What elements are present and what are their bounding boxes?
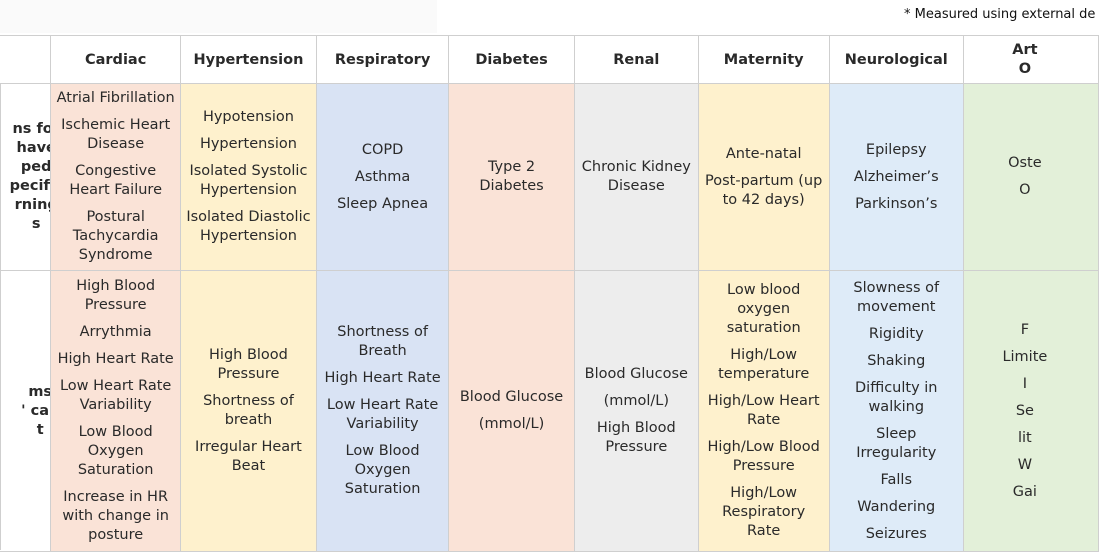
list-item: Epilepsy (865, 141, 927, 158)
list-item: Oste (1008, 155, 1042, 171)
list-item: High Heart Rate (57, 351, 174, 367)
list-item: Falls (880, 471, 913, 488)
header-arthritis-text: Art O (1012, 41, 1038, 77)
list-item: High/Low Respiratory Rate (722, 485, 806, 539)
list-item: Irregular Heart Beat (195, 439, 302, 474)
header-neurological: Neurological (828, 35, 964, 84)
list-item: High Blood Pressure (209, 347, 288, 382)
list-item: High/Low Heart Rate (707, 393, 820, 428)
list-item: Parkinson’s (855, 195, 938, 212)
list-item: Low blood oxygen saturation (726, 282, 801, 336)
list-item: Limite (1002, 348, 1048, 365)
header-renal: Renal (573, 35, 699, 84)
list-item: I (1022, 375, 1028, 392)
list-item: Arrythmia (79, 324, 152, 340)
conditions-row: ns for have ped pecific rning s Atrial F… (0, 83, 1100, 271)
row-label-metrics: ms ' can t (0, 270, 52, 552)
list-item: Type 2 Diabetes (479, 159, 544, 194)
list-item: High/Low Blood Pressure (707, 439, 820, 474)
list-item: Wandering (857, 498, 936, 515)
header-maternity: Maternity (697, 35, 830, 84)
cell-conditions-maternity: Ante-natal Post-partum (up to 42 days) (697, 83, 830, 271)
list-item: Blood Glucose (459, 389, 564, 405)
cell-conditions-diabetes: Type 2 Diabetes (448, 83, 575, 271)
cell-conditions-arthritis-list: Oste O (975, 154, 1075, 200)
list-item: Rigidity (868, 325, 924, 342)
list-item: Post-partum (up to 42 days) (705, 172, 823, 208)
cell-metrics-respiratory: Shortness of Breath High Heart Rate Low He… (316, 270, 450, 552)
list-item: Seizures (865, 525, 927, 542)
header-hypertension: Hypertension (179, 35, 318, 84)
cell-metrics-diabetes: Blood Glucose (mmol/L) (448, 270, 575, 552)
cell-conditions-hypertension: Hypotension Hypertension Isolated Systolic… (179, 83, 318, 271)
list-item: Atrial Fibrillation (56, 90, 175, 106)
cell-metrics-arthritis-list: F Limite I Se lit W Gai (975, 321, 1075, 502)
list-item: Low Heart Rate Variability (59, 378, 172, 413)
list-item: (mmol/L) (478, 416, 545, 432)
list-item: Low Blood Oxygen Saturation (344, 443, 421, 497)
list-item: Difficulty in walking (855, 379, 938, 415)
cell-conditions-renal: Chronic Kidney Disease (573, 83, 699, 271)
header-diabetes: Diabetes (448, 35, 575, 84)
header-row: Cardiac Hypertension Respiratory Diabete… (0, 35, 1100, 84)
list-item: Low Blood Oxygen Saturation (77, 424, 154, 478)
list-item: High Heart Rate (324, 370, 441, 386)
list-item: Hypotension (202, 109, 294, 125)
cell-metrics-arthritis: F Limite I Se lit W Gai (962, 270, 1100, 552)
list-item: Shortness of Breath (337, 324, 428, 359)
list-item: Shortness of breath (203, 393, 294, 428)
list-item: W (1017, 456, 1033, 473)
list-item: F (1020, 321, 1030, 338)
list-item: Alzheimer’s (853, 168, 939, 185)
list-item: Increase in HR with change in posture (62, 489, 169, 543)
list-item: Congestive Heart Failure (69, 163, 162, 198)
conditions-table: Cardiac Hypertension Respiratory Diabete… (0, 35, 1100, 552)
header-respiratory: Respiratory (316, 35, 450, 84)
header-row-label (0, 35, 52, 84)
list-item: Se (1015, 402, 1034, 419)
list-item: Shaking (867, 352, 926, 369)
list-item: Asthma (354, 168, 411, 185)
list-item: High Blood Pressure (76, 278, 156, 313)
metrics-row: ms ' can t High Blood PressureArrythmiaH… (0, 270, 1100, 552)
row-label-conditions: ns for have ped pecific rning s (0, 83, 52, 271)
cell-conditions-cardiac: Atrial Fibrillation Ischemic Heart Diseas… (50, 83, 181, 271)
list-item: Ischemic Heart Disease (61, 117, 171, 152)
list-item: Sleep Apnea (337, 195, 429, 212)
list-item: High Blood Pressure (596, 420, 676, 455)
list-item: O (1019, 182, 1031, 198)
cell-conditions-respiratory: COPD Asthma Sleep Apnea (316, 83, 450, 271)
header-arthritis: Art O (962, 35, 1100, 84)
row-label-conditions-text: ns for have ped pecific rning s (9, 121, 51, 232)
list-item: Low Heart Rate Variability (326, 397, 439, 432)
header-cardiac: Cardiac (50, 35, 181, 84)
cell-conditions-arthritis: Oste O (962, 83, 1100, 271)
header-gray-block (0, 0, 437, 33)
list-item: Ante-natal (725, 145, 802, 162)
footnote: * Measured using external de (904, 7, 1096, 22)
list-item: Sleep Irregularity (856, 425, 937, 461)
cell-metrics-maternity: Low blood oxygen saturation High/Low temp… (697, 270, 830, 552)
list-item: Isolated Diastolic Hypertension (186, 209, 311, 244)
list-item: Gai (1012, 483, 1037, 500)
list-item: Postural Tachycardia Syndrome (72, 209, 159, 263)
cell-metrics-renal: Blood Glucose (mmol/L) High Blood Pressure (573, 270, 699, 552)
list-item: High/Low temperature (718, 347, 810, 382)
cell-conditions-neurological: Epilepsy Alzheimer’s Parkinson’s (828, 83, 964, 271)
cell-metrics-hypertension: High Blood Pressure Shortness of breath Ir… (179, 270, 318, 552)
list-item: Isolated Systolic Hypertension (189, 163, 308, 198)
list-item: (mmol/L) (603, 393, 670, 409)
row-label-metrics-text: ms ' can t (21, 383, 51, 438)
list-item: COPD (361, 141, 404, 158)
list-item: lit (1018, 429, 1032, 446)
cell-metrics-cardiac: High Blood Pressure Arrythmia High Heart R… (50, 270, 181, 552)
list-item: Hypertension (199, 136, 297, 152)
list-item: Slowness of movement (853, 279, 940, 315)
cell-metrics-neurological: Slowness of movement Rigidity Shaking Diffi… (828, 270, 964, 552)
list-item: Blood Glucose (584, 366, 688, 382)
list-item: Chronic Kidney Disease (581, 159, 691, 194)
